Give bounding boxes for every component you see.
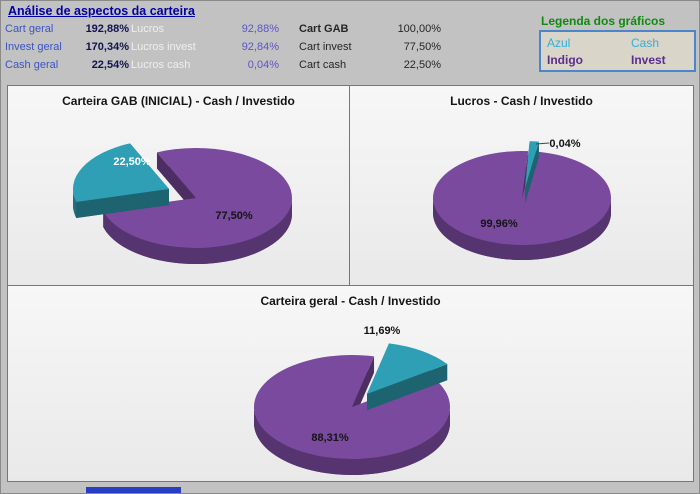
legend-meaning-cash: Cash [631,35,660,50]
pie-slice-side-investido [433,198,611,260]
pie-chart-carteira-geral: 11,69% 88,31% [253,325,450,475]
stats-col-cart: Cart GAB 100,00% Cart invest 77,50% Cart… [299,20,441,74]
pie-chart-lucros: 99,96% 0,04% [433,138,612,260]
pie-slice-edge-investido [156,152,196,214]
pie-slice-investido [433,151,612,245]
sheet-tab[interactable] [86,487,181,493]
legend-box: Azul Cash Indigo Invest [539,30,696,72]
stat-label-cart-gab: Cart GAB [299,23,349,35]
pie-data-label: 0,04% [549,138,580,150]
chart-title-lucros: Lucros - Cash / Investido [450,94,593,108]
stat-label-cart-geral: Cart geral [5,23,54,35]
pie-slice-edge-cash [525,141,539,203]
legend-color-name-azul: Azul [547,35,571,50]
pie-slice-side-cash [73,189,77,218]
legend-title: Legenda dos gráficos [541,14,666,28]
stat-label-lucros: Lucros [131,23,165,35]
pie-slice-side-investido [254,407,450,475]
stat-row: Cart GAB 100,00% [299,20,441,38]
stat-row: Lucros cash 0,04% [131,56,279,74]
stat-row: Lucros invest 92,84% [131,38,279,56]
pie-data-label: 77,50% [215,210,253,222]
chart-title-carteira-geral: Carteira geral - Cash / Investido [260,294,441,308]
stat-value-lucros: 92,88% [241,23,279,35]
pie-data-label: 11,69% [364,325,401,337]
page-title: Análise de aspectos da carteira [8,4,195,18]
stat-value-cart-gab: 100,00% [397,23,441,35]
stat-label-cash-geral: Cash geral [5,59,59,71]
stat-row: Lucros 92,88% [131,20,279,38]
stat-label-cart-invest: Cart invest [299,41,352,53]
stat-value-cash-geral: 22,54% [91,59,129,71]
pie-data-label: 88,31% [311,432,349,444]
chart-legend: Legenda dos gráficos Azul Cash Indigo In… [539,14,696,72]
pie-slice-cash [73,143,169,202]
stat-row: Cart geral 192,88% [5,20,129,38]
stat-value-cart-geral: 192,88% [85,23,129,35]
stat-value-invest-geral: 170,34% [85,41,129,53]
pie-chart-carteira-gab: 22,50% 77,50% [72,143,292,264]
chart-panel-lucros[interactable]: 99,96% 0,04% Lucros - Cash / Investido [349,85,694,286]
stat-value-cart-invest: 77,50% [403,41,441,53]
chart-panel-carteira-geral[interactable]: 11,69% 88,31% Carteira geral - Cash / Inv… [7,285,694,482]
pie-data-label: 22,50% [113,156,151,168]
pie-slice-investido [103,147,292,248]
stats-col-lucros: Lucros 92,88% Lucros invest 92,84% Lucro… [131,20,279,74]
pie-data-label: 99,96% [480,218,518,230]
stat-row: Cash geral 22,54% [5,56,129,74]
stats-col-geral: Cart geral 192,88% Invest geral 170,34% … [5,20,129,74]
stat-label-lucros-invest: Lucros invest [131,41,196,53]
stat-label-invest-geral: Invest geral [5,41,62,53]
stat-label-cart-cash: Cart cash [299,59,347,71]
legend-meaning-invest: Invest [631,52,666,67]
pie-slice-cash [367,343,448,394]
pie-slice-investido [253,355,450,459]
pie-slice-edge-cash [76,189,169,218]
stat-row: Invest geral 170,34% [5,38,129,56]
chart-title-carteira-gab: Carteira GAB (INICIAL) - Cash / Investid… [62,94,295,108]
chart-panel-carteira-gab[interactable]: 22,50% 77,50% Carteira GAB (INICIAL) - Ca… [7,85,350,286]
pie-slice-cash [525,141,539,188]
pie-slice-edge-cash [367,364,448,410]
pie-slice-side-investido [103,198,292,264]
stat-label-lucros-cash: Lucros cash [131,59,191,71]
stat-row: Cart cash 22,50% [299,56,441,74]
leader-line [535,142,550,145]
legend-color-name-indigo: Indigo [547,52,583,67]
stat-value-lucros-invest: 92,84% [241,41,279,53]
stat-value-lucros-cash: 0,04% [247,59,279,71]
legend-row-cash: Azul Cash [547,34,688,51]
legend-row-invest: Indigo Invest [547,51,688,68]
stat-row: Cart invest 77,50% [299,38,441,56]
stat-value-cart-cash: 22,50% [403,59,441,71]
